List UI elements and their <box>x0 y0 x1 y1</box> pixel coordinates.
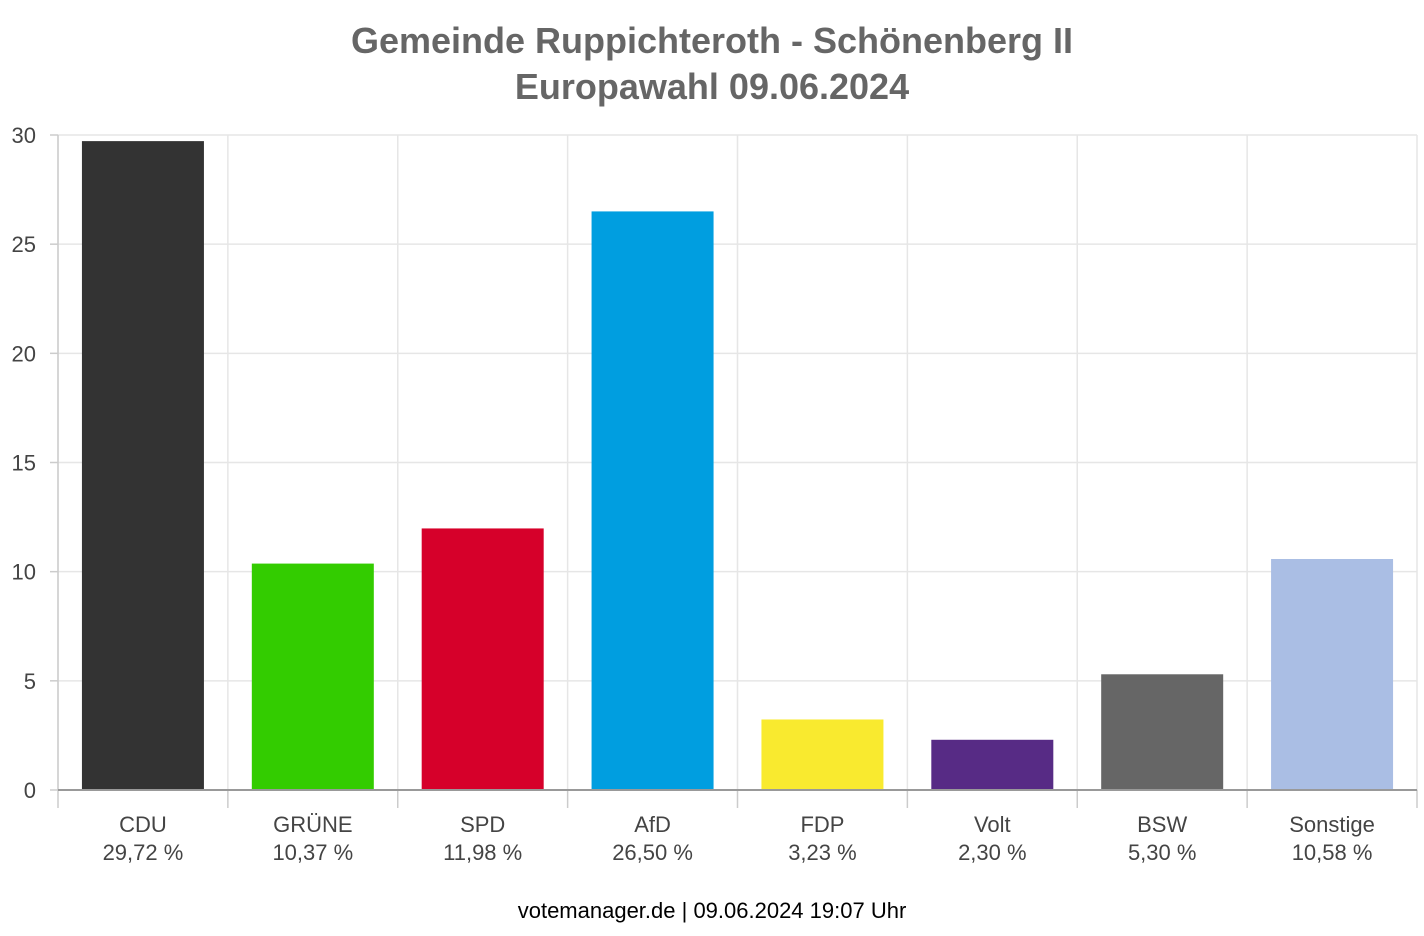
bar-spd <box>421 528 544 790</box>
chart-title: Gemeinde Ruppichteroth - Schönenberg II <box>350 20 1074 61</box>
chart-title-block: Gemeinde Ruppichteroth - Schönenberg II … <box>0 18 1424 110</box>
y-tick-label: 30 <box>12 123 36 148</box>
bar-cdu <box>81 141 204 790</box>
x-category-label: FDP <box>800 812 844 837</box>
footer-source: votemanager.de | 09.06.2024 19:07 Uhr <box>517 898 907 923</box>
y-tick-label: 0 <box>24 778 36 803</box>
x-value-label: 26,50 % <box>612 840 693 865</box>
x-value-label: 5,30 % <box>1128 840 1197 865</box>
bar-grüne <box>251 563 374 790</box>
x-category-label: BSW <box>1137 812 1187 837</box>
x-category-label: CDU <box>119 812 167 837</box>
x-category-label: Volt <box>974 812 1011 837</box>
y-tick-label: 10 <box>12 560 36 585</box>
bars <box>81 141 1394 790</box>
y-tick-label: 25 <box>12 232 36 257</box>
x-value-label: 2,30 % <box>958 840 1027 865</box>
x-value-label: 11,98 % <box>443 840 522 865</box>
bar-afd <box>591 211 714 790</box>
labels: 0 5 10 15 20 25 30 CDU 29,72 % GRÜNE 10,37 % SPD 11,… <box>12 123 1375 865</box>
bar-fdp <box>761 719 884 790</box>
axes <box>50 134 1418 808</box>
x-category-label: GRÜNE <box>273 812 352 837</box>
bar-bsw <box>1101 674 1224 790</box>
x-category-label: AfD <box>634 812 671 837</box>
x-value-label: 3,23 % <box>788 840 857 865</box>
bar-volt <box>931 739 1054 790</box>
y-tick-label: 15 <box>12 451 36 476</box>
y-tick-label: 20 <box>12 341 36 366</box>
x-category-label: Sonstige <box>1289 812 1375 837</box>
x-value-label: 29,72 % <box>103 840 184 865</box>
x-value-label: 10,58 % <box>1292 840 1373 865</box>
chart-subtitle: Europawahl 09.06.2024 <box>514 66 910 107</box>
x-value-label: 10,37 % <box>272 840 353 865</box>
bar-sonstige <box>1271 559 1394 790</box>
x-category-label: SPD <box>460 812 505 837</box>
y-tick-label: 5 <box>24 669 36 694</box>
